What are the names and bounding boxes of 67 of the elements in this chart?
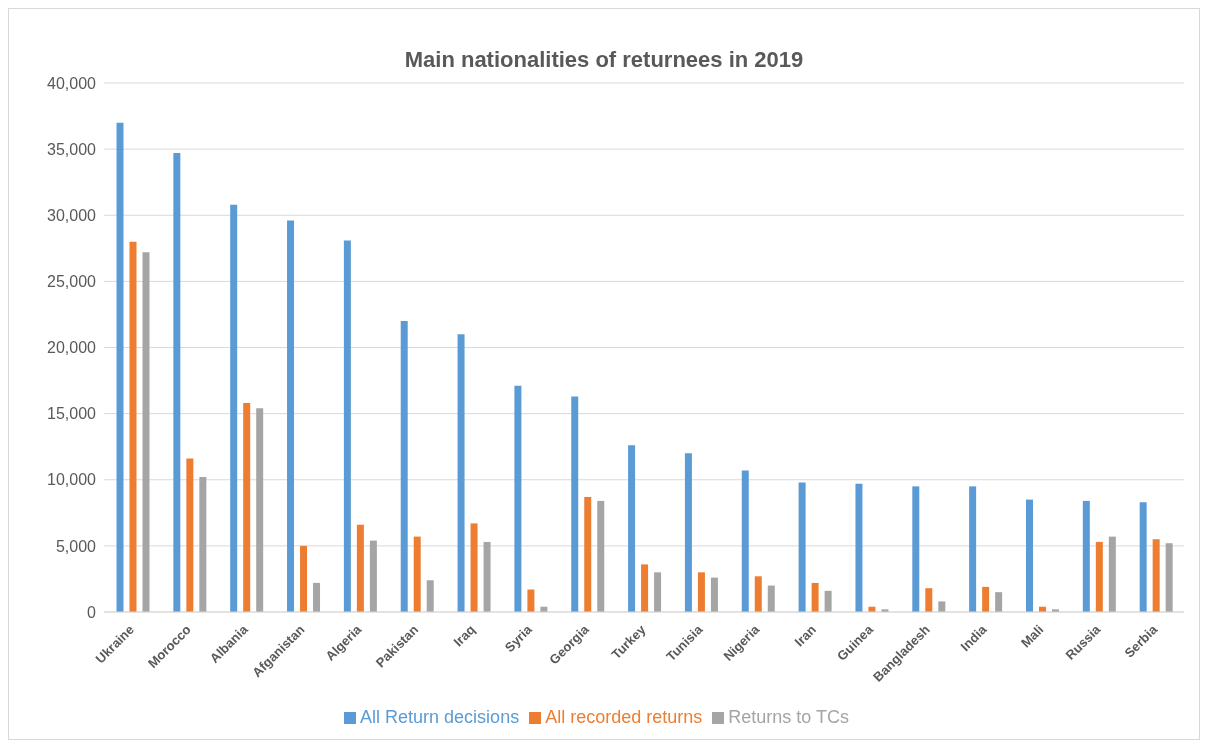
bar: [313, 582, 321, 612]
bar: [767, 585, 775, 612]
bar: [741, 470, 749, 612]
x-tick-label: Iran: [791, 621, 820, 650]
bar: [628, 445, 636, 612]
bar: [243, 403, 251, 612]
bar: [798, 482, 806, 612]
bar: [824, 590, 832, 612]
bar: [1025, 499, 1033, 612]
bar: [256, 408, 264, 612]
bar: [116, 122, 124, 612]
bar: [925, 588, 933, 612]
bar: [426, 580, 434, 612]
y-tick-label: 30,000: [47, 206, 97, 224]
bar: [514, 385, 522, 612]
bar: [457, 334, 465, 612]
y-tick-label: 15,000: [47, 405, 97, 423]
legend-label: Returns to TCs: [728, 707, 849, 727]
bar: [470, 523, 478, 612]
bar: [584, 496, 592, 612]
bar: [969, 486, 977, 612]
bar: [641, 564, 649, 612]
bar: [1108, 536, 1116, 612]
bar: [343, 240, 351, 612]
y-tick-label: 20,000: [47, 339, 97, 357]
bar: [173, 153, 181, 612]
y-tick-label: 40,000: [47, 74, 97, 92]
bar: [199, 477, 207, 612]
bar: [684, 453, 692, 612]
bar: [356, 524, 364, 612]
bar: [369, 540, 377, 612]
bar: [1095, 541, 1103, 612]
bar: [400, 321, 408, 612]
y-tick-label: 35,000: [47, 140, 97, 158]
bar: [287, 220, 295, 612]
bar: [811, 582, 819, 612]
bar: [995, 592, 1003, 612]
bar: [855, 483, 863, 612]
legend-label: All Return decisions: [360, 707, 520, 727]
bar: [697, 572, 705, 612]
bar: [483, 541, 491, 612]
bar: [129, 241, 137, 612]
chart-title: Main nationalities of returnees in 2019: [403, 47, 805, 73]
y-tick-label: 0: [87, 603, 97, 621]
bar: [413, 536, 421, 612]
bar: [1139, 502, 1147, 612]
y-tick-label: 5,000: [55, 537, 97, 555]
y-tick-label: 10,000: [47, 471, 97, 489]
bar: [912, 486, 920, 612]
bar: [938, 601, 946, 612]
bar: [597, 500, 605, 612]
x-tick-label: Iraq: [450, 621, 479, 650]
bar: [142, 252, 150, 612]
bar: [230, 204, 238, 612]
bar: [754, 576, 762, 612]
y-tick-label: 25,000: [47, 273, 97, 291]
bar: [300, 545, 308, 612]
bar: [1152, 539, 1160, 612]
bar: [1165, 543, 1173, 612]
bar: [1082, 500, 1090, 612]
bar: [982, 586, 990, 612]
bar: [710, 577, 718, 612]
bar: [571, 396, 579, 612]
bar: [654, 572, 662, 612]
legend-label: All recorded returns: [545, 707, 703, 727]
bar: [186, 458, 194, 612]
bar: [527, 589, 535, 612]
